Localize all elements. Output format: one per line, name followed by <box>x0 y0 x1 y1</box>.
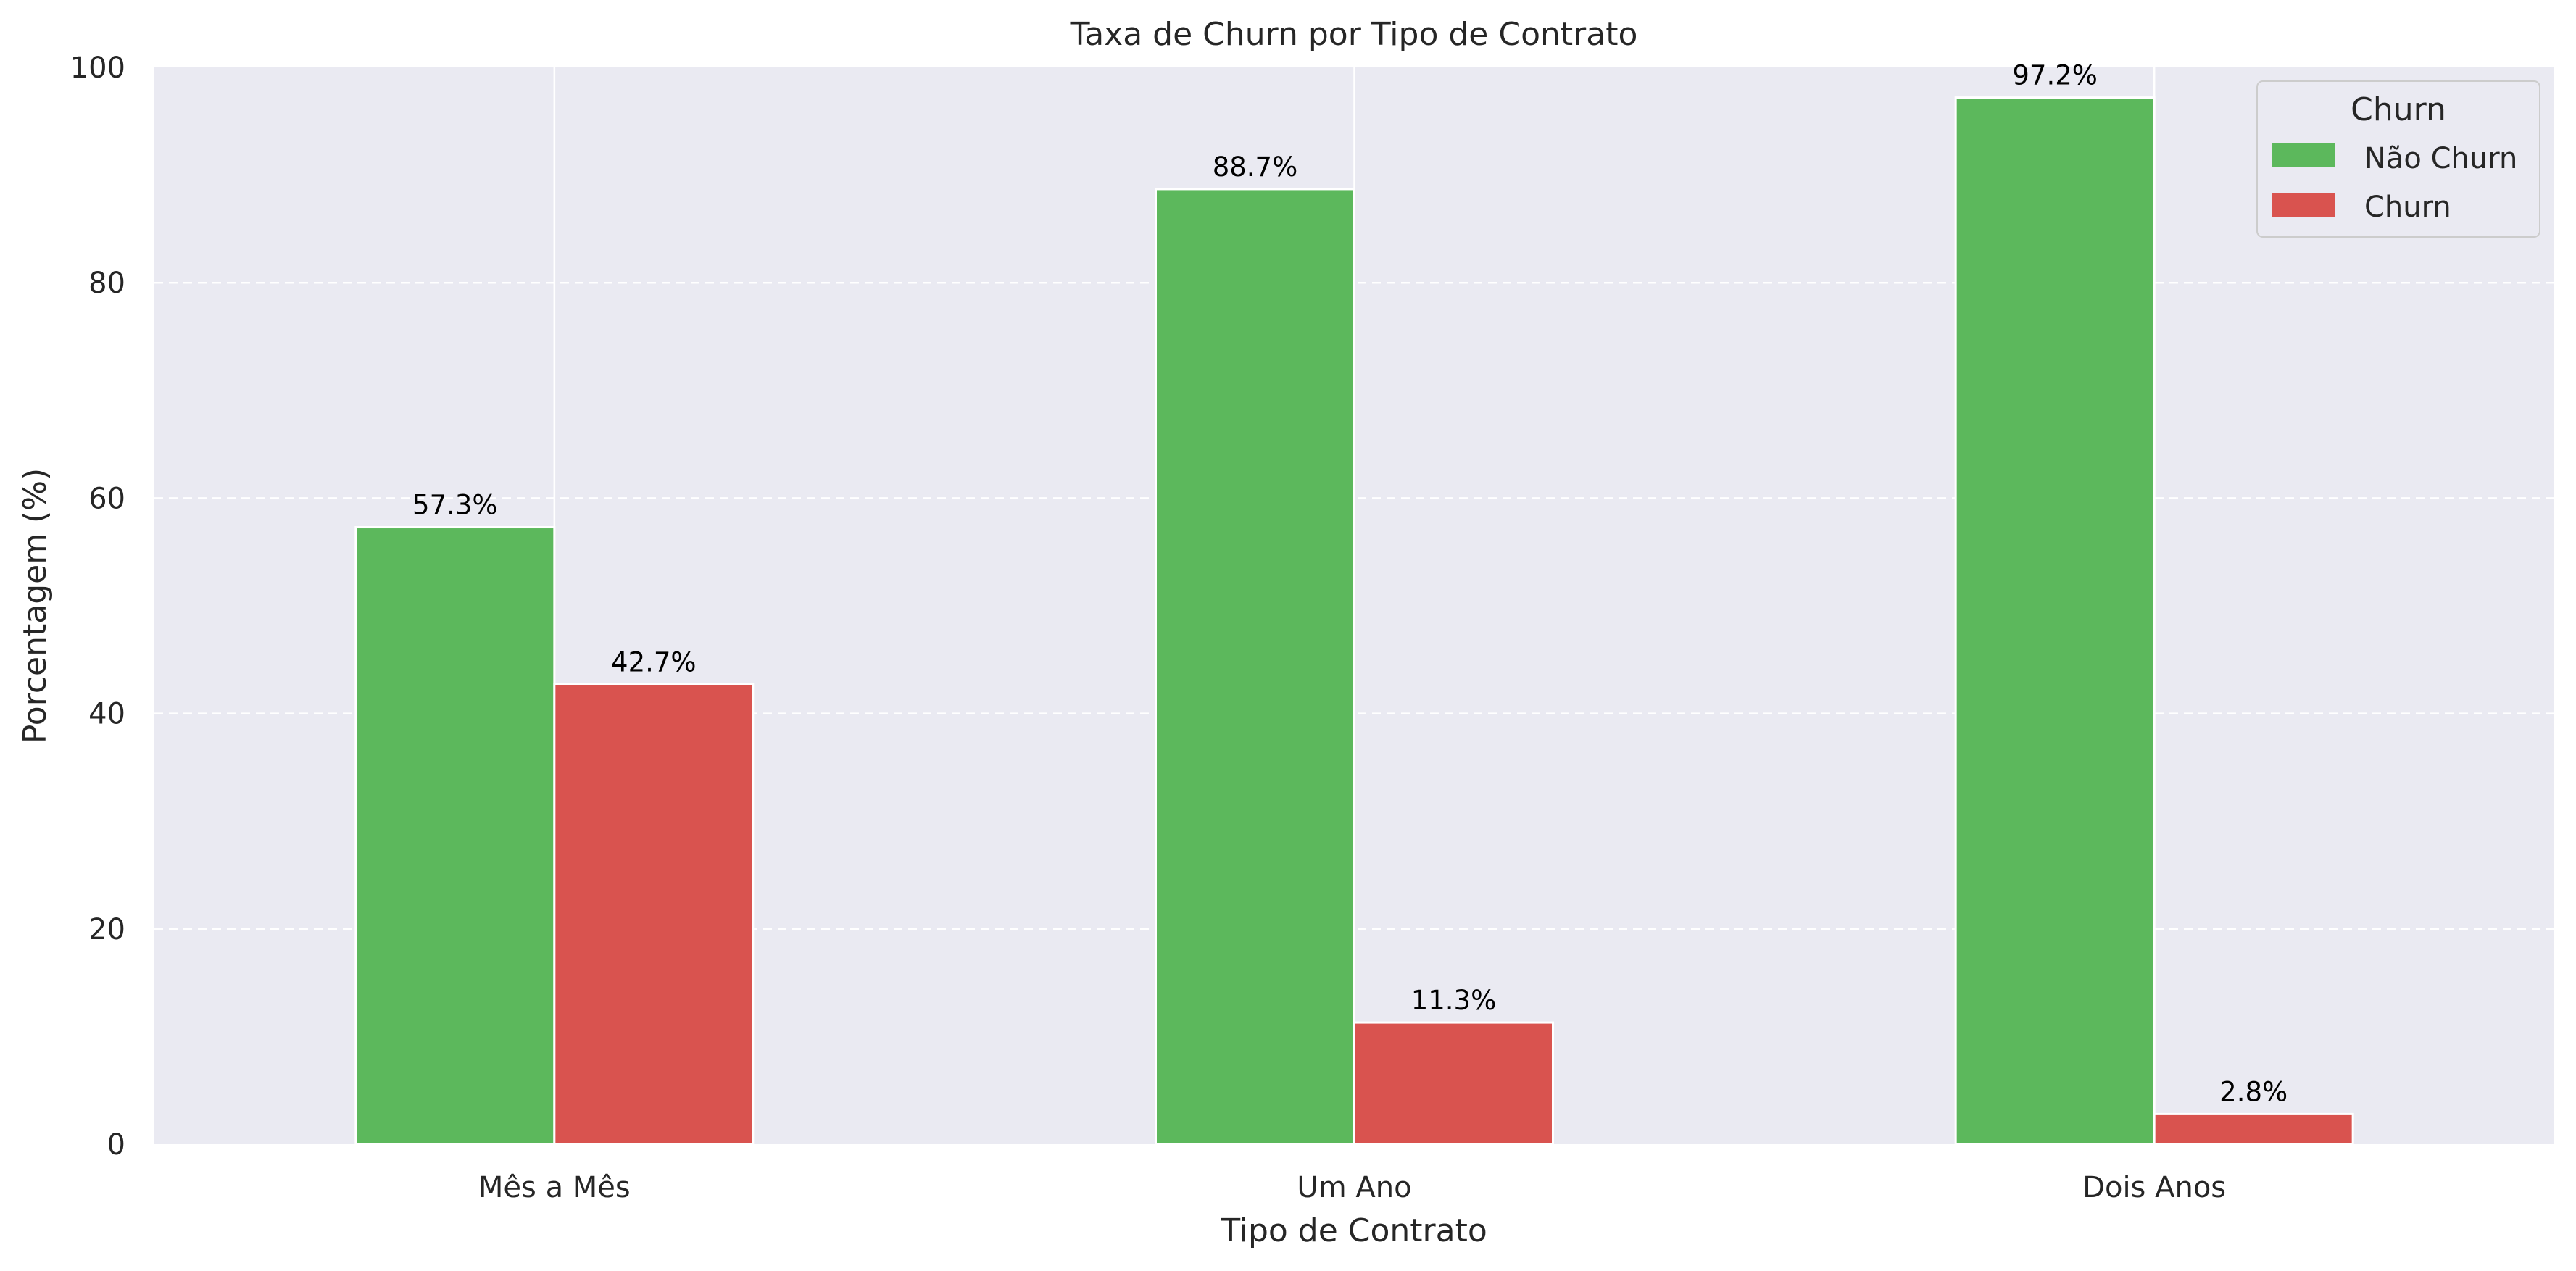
y-axis-label: Porcentagem (%) <box>17 468 54 743</box>
legend-label-nao-churn: Não Churn <box>2364 142 2517 175</box>
bar-nao-churn-dois-anos <box>1954 96 2156 1146</box>
legend: Churn Não Churn Churn <box>2256 80 2540 238</box>
data-label-nao-churn-um-ano: 88.7% <box>1213 151 1298 183</box>
legend-title: Churn <box>2351 91 2446 128</box>
data-label-nao-churn-mes-a-mes: 57.3% <box>412 490 498 521</box>
x-tick-label-dois-anos: Dois Anos <box>2082 1171 2226 1204</box>
data-label-nao-churn-dois-anos: 97.2% <box>2012 60 2098 91</box>
bar-churn-mes-a-mes <box>553 683 755 1146</box>
data-label-churn-mes-a-mes: 42.7% <box>611 646 697 678</box>
legend-swatch-nao-churn <box>2272 143 2335 167</box>
y-tick-labels: 0 20 40 60 80 100 <box>70 51 125 1162</box>
bars <box>354 96 2354 1146</box>
x-tick-label-um-ano: Um Ano <box>1297 1171 1411 1204</box>
x-axis-label: Tipo de Contrato <box>1220 1212 1487 1249</box>
bar-churn-dois-anos <box>2153 1112 2354 1146</box>
data-label-churn-dois-anos: 2.8% <box>2219 1076 2288 1107</box>
bar-churn-um-ano <box>1353 1021 1554 1146</box>
chart-title: Taxa de Churn por Tipo de Contrato <box>1070 16 1638 53</box>
legend-label-churn: Churn <box>2364 191 2451 224</box>
legend-swatch-churn <box>2272 193 2335 217</box>
bar-nao-churn-mes-a-mes <box>354 526 556 1146</box>
y-tick-label: 0 <box>107 1128 125 1162</box>
bar-nao-churn-um-ano <box>1155 188 1355 1146</box>
y-tick-label: 20 <box>88 913 125 946</box>
y-tick-label: 40 <box>88 698 125 731</box>
y-tick-label: 100 <box>70 51 125 85</box>
y-tick-label: 80 <box>88 267 125 300</box>
data-labels: 57.3% 42.7% 88.7% 11.3% 97.2% 2.8% <box>412 60 2288 1108</box>
x-tick-labels: Mês a Mês Um Ano Dois Anos <box>478 1171 2226 1204</box>
x-tick-label-mes-a-mes: Mês a Mês <box>478 1171 631 1204</box>
data-label-churn-um-ano: 11.3% <box>1411 985 1497 1016</box>
y-tick-label: 60 <box>88 482 125 515</box>
